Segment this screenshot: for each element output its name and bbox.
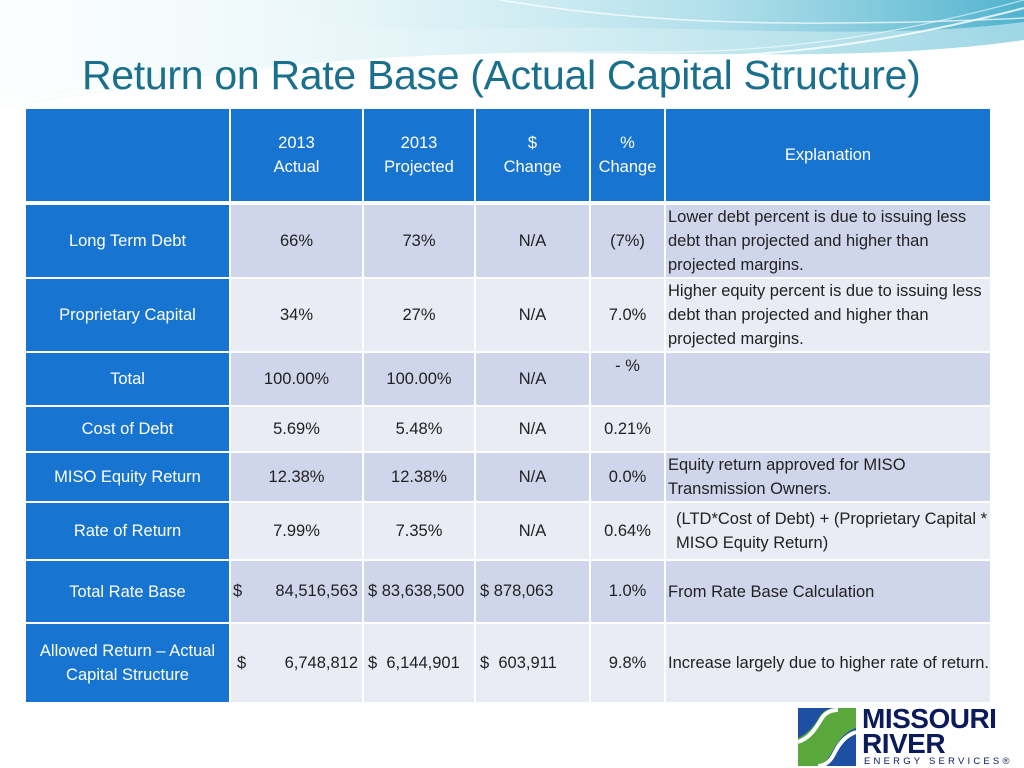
dollar-change-cell: N/A: [474, 201, 591, 279]
percent-change-cell: 9.8%: [589, 622, 666, 704]
projected-cell: $ 6,144,901: [362, 622, 476, 704]
river-logo-icon: [798, 708, 856, 766]
percent-change-cell: 0.64%: [589, 501, 666, 561]
percent-change-cell: 0.0%: [589, 451, 666, 503]
actual-amount: 6,748,812: [284, 653, 358, 672]
row-label: Long Term Debt: [24, 201, 231, 279]
percent-change-cell: (7%): [589, 201, 666, 279]
table-row: Rate of Return 7.99% 7.35% N/A 0.64% (LT…: [24, 501, 992, 561]
row-label: Proprietary Capital: [24, 277, 231, 353]
actual-cell: 100.00%: [229, 351, 364, 407]
projected-cell: $ 83,638,500: [362, 559, 476, 624]
explanation-cell: Equity return approved for MISO Transmis…: [664, 451, 992, 503]
explanation-cell: Higher equity percent is due to issuing …: [664, 277, 992, 353]
explanation-cell: [664, 405, 992, 453]
actual-cell: $6,748,812: [229, 622, 364, 704]
table-row: Proprietary Capital 34% 27% N/A 7.0% Hig…: [24, 277, 992, 353]
actual-cell: 66%: [229, 201, 364, 279]
row-label: Total Rate Base: [24, 559, 231, 624]
explanation-cell: Increase largely due to higher rate of r…: [664, 622, 992, 704]
page-title: Return on Rate Base (Actual Capital Stru…: [82, 52, 921, 98]
actual-amount: 84,516,563: [275, 582, 358, 600]
dollar-change-cell: N/A: [474, 277, 591, 353]
projected-cell: 27%: [362, 277, 476, 353]
header-cell-blank: [24, 107, 231, 204]
dollar-change-cell: N/A: [474, 351, 591, 407]
logo-wordmark: MISSOURI RIVER: [862, 703, 997, 759]
projected-cell: 100.00%: [362, 351, 476, 407]
logo-subtitle: ENERGY SERVICES®: [864, 756, 1013, 767]
explanation-cell: [664, 351, 992, 407]
dollar-change-cell: N/A: [474, 501, 591, 561]
explanation-cell: From Rate Base Calculation: [664, 559, 992, 624]
row-label: MISO Equity Return: [24, 451, 231, 503]
dollar-change-cell: N/A: [474, 451, 591, 503]
percent-change-cell: - %: [589, 351, 666, 407]
rate-base-table: 2013 Actual 2013 Projected $ Change % Change…: [24, 107, 992, 704]
percent-change-cell: 7.0%: [589, 277, 666, 353]
background-waves: [0, 0, 1024, 108]
dollar-change-cell: N/A: [474, 405, 591, 453]
header-cell-explanation: Explanation: [664, 107, 992, 204]
table-row: MISO Equity Return 12.38% 12.38% N/A 0.0…: [24, 451, 992, 503]
projected-cell: 73%: [362, 201, 476, 279]
table-row: Allowed Return – Actual Capital Structur…: [24, 622, 992, 704]
table-row: Total 100.00% 100.00% N/A - %: [24, 351, 992, 407]
projected-cell: 5.48%: [362, 405, 476, 453]
header-cell-2013-projected: 2013 Projected: [362, 107, 476, 204]
table-row: Long Term Debt 66% 73% N/A (7%) Lower de…: [24, 201, 992, 279]
actual-cell: 12.38%: [229, 451, 364, 503]
header-cell-2013-actual: 2013 Actual: [229, 107, 364, 204]
explanation-cell: (LTD*Cost of Debt) + (Proprietary Capita…: [664, 501, 992, 561]
table-row: Total Rate Base $84,516,563 $ 83,638,500…: [24, 559, 992, 624]
actual-cell: 7.99%: [229, 501, 364, 561]
projected-cell: 7.35%: [362, 501, 476, 561]
table-row: Cost of Debt 5.69% 5.48% N/A 0.21%: [24, 405, 992, 453]
percent-change-cell: 0.21%: [589, 405, 666, 453]
actual-cell: 34%: [229, 277, 364, 353]
percent-change-cell: 1.0%: [589, 559, 666, 624]
header-cell-percent-change: % Change: [589, 107, 666, 204]
actual-cell: $84,516,563: [229, 559, 364, 624]
currency-symbol: $: [233, 582, 243, 600]
header-cell-dollar-change: $ Change: [474, 107, 591, 204]
projected-cell: 12.38%: [362, 451, 476, 503]
company-logo: MISSOURI RIVER ENERGY SERVICES®: [798, 703, 1022, 767]
explanation-cell: Lower debt percent is due to issuing les…: [664, 201, 992, 279]
currency-symbol: $: [237, 653, 247, 672]
dollar-change-cell: $ 878,063: [474, 559, 591, 624]
row-label: Cost of Debt: [24, 405, 231, 453]
row-label: Rate of Return: [24, 501, 231, 561]
table-header-row: 2013 Actual 2013 Projected $ Change % Change…: [24, 107, 992, 204]
dollar-change-cell: $ 603,911: [474, 622, 591, 704]
row-label: Allowed Return – Actual Capital Structur…: [24, 622, 231, 704]
actual-cell: 5.69%: [229, 405, 364, 453]
row-label: Total: [24, 351, 231, 407]
